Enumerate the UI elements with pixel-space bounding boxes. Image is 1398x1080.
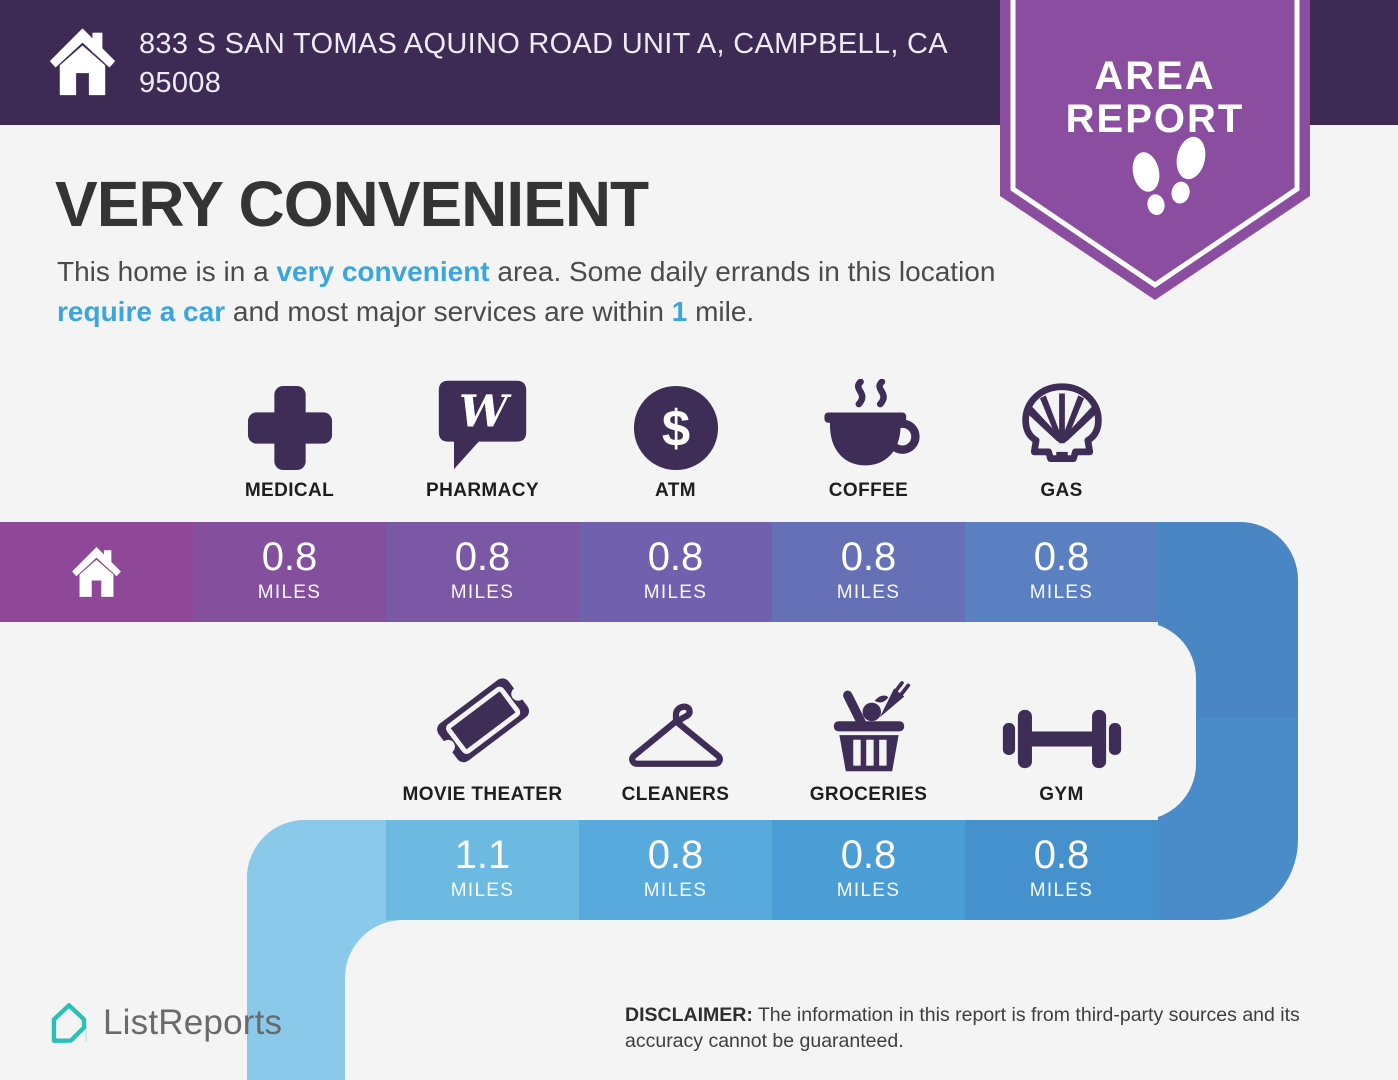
distance-value: 0.8 — [454, 535, 511, 579]
distance-unit: MILES — [1029, 880, 1094, 901]
dumbbell-icon — [1002, 709, 1121, 769]
area-report-badge: AREA REPORT — [1000, 0, 1310, 300]
house-icon — [49, 28, 116, 96]
desc-text: and most major services are within — [225, 295, 672, 327]
distance-band-row2: 1.1 MILES 0.8 MILES 0.8 MILES 0.8 MILES — [247, 820, 1158, 920]
desc-highlight-require-a-car: require a car — [57, 295, 226, 327]
house-icon — [72, 546, 121, 597]
distance-unit: MILES — [643, 582, 708, 603]
category-label: GAS — [1040, 480, 1083, 501]
hanger-icon — [628, 703, 723, 767]
distance-unit: MILES — [450, 582, 515, 603]
badge-inner-border — [1010, 0, 1300, 289]
disclaimer-text: The information in this report is from t… — [625, 1004, 1300, 1052]
category-label: GYM — [1039, 784, 1084, 805]
property-address: 833 S SAN TOMAS AQUINO ROAD UNIT A, CAMP… — [139, 25, 999, 102]
band-inner-corner-cut — [345, 920, 403, 978]
page-title: VERY CONVENIENT — [55, 168, 649, 240]
band-inner-corner — [345, 920, 403, 978]
distance-cell-groceries: 0.8 MILES — [772, 820, 965, 920]
home-cell — [0, 522, 193, 622]
shell-icon — [1021, 383, 1102, 462]
category-atm: $ ATM — [579, 376, 772, 502]
medical-cross-icon — [247, 385, 332, 471]
footprints-icon — [1132, 136, 1206, 216]
category-cleaners: CLEANERS — [579, 660, 772, 806]
distance-cell-movie-theater: 1.1 MILES — [386, 820, 579, 920]
coffee-cup-icon — [823, 379, 920, 466]
listreports-logo: ListReports — [46, 998, 282, 1048]
badge-line1: AREA — [1094, 54, 1215, 98]
walgreens-w-glyph: W — [459, 386, 512, 437]
category-label: GROCERIES — [809, 784, 928, 805]
category-gas: GAS — [965, 376, 1158, 502]
category-label: CLEANERS — [621, 784, 730, 805]
walgreens-icon: W — [438, 380, 527, 470]
distance-cell-gas: 0.8 MILES — [965, 522, 1158, 622]
category-label: MEDICAL — [244, 480, 335, 501]
disclaimer-label: DISCLAIMER: — [625, 1004, 753, 1026]
distance-unit: MILES — [643, 880, 708, 901]
distance-cell-medical: 0.8 MILES — [193, 522, 386, 622]
distance-value: 0.8 — [261, 535, 318, 579]
desc-text: area. Some daily errands in this locatio… — [489, 256, 996, 287]
desc-highlight-very-convenient: very convenient — [276, 256, 490, 287]
badge-line2: REPORT — [1066, 97, 1245, 141]
category-label: COFFEE — [828, 480, 909, 501]
distance-cell-cleaners: 0.8 MILES — [579, 820, 772, 920]
desc-text: This home is in a — [57, 256, 277, 287]
distance-unit: MILES — [450, 880, 515, 901]
distance-value: 1.1 — [454, 833, 511, 877]
listreports-house-icon — [51, 1003, 87, 1044]
category-label: PHARMACY — [426, 480, 539, 501]
distance-cell-gym: 0.8 MILES — [965, 820, 1158, 920]
distance-cell-coffee: 0.8 MILES — [772, 522, 965, 622]
distance-unit: MILES — [1029, 582, 1094, 603]
convenience-description: This home is in a very convenient area. … — [57, 252, 1002, 332]
dollar-glyph: $ — [661, 400, 689, 457]
dollar-circle-icon: $ — [633, 385, 718, 471]
desc-text: mile. — [687, 295, 755, 327]
category-gym: GYM — [965, 660, 1158, 806]
category-movie-theater: MOVIE THEATER — [386, 660, 579, 806]
category-medical: MEDICAL — [193, 376, 386, 502]
address-line1: 833 S SAN TOMAS AQUINO ROAD UNIT A, CAMP… — [139, 28, 948, 60]
desc-highlight-one: 1 — [671, 295, 688, 327]
brand-name: ListReports — [103, 1003, 283, 1042]
distance-value: 0.8 — [1033, 833, 1090, 877]
band-inner-whitespace — [0, 622, 1196, 820]
distance-band-row1: 0.8 MILES 0.8 MILES 0.8 MILES 0.8 MILES … — [0, 522, 1158, 622]
distance-unit: MILES — [257, 582, 322, 603]
distance-value: 0.8 — [840, 535, 897, 579]
category-groceries: GROCERIES — [772, 660, 965, 806]
basket-icon — [833, 681, 910, 772]
distance-value: 0.8 — [1033, 535, 1090, 579]
band-lead-cell — [247, 820, 386, 920]
disclaimer: DISCLAIMER: The information in this repo… — [625, 1003, 1373, 1055]
distance-cell-pharmacy: 0.8 MILES — [386, 522, 579, 622]
badge-shape — [1000, 0, 1310, 300]
distance-cell-atm: 0.8 MILES — [579, 522, 772, 622]
ticket-icon — [436, 678, 529, 763]
distance-unit: MILES — [836, 880, 901, 901]
category-label: ATM — [655, 480, 696, 501]
distance-value: 0.8 — [647, 535, 704, 579]
distance-unit: MILES — [836, 582, 901, 603]
category-pharmacy: W PHARMACY — [386, 376, 579, 502]
category-label: MOVIE THEATER — [402, 784, 563, 805]
category-coffee: COFFEE — [772, 376, 965, 502]
distance-value: 0.8 — [647, 833, 704, 877]
address-line2: 95008 — [139, 66, 222, 99]
distance-value: 0.8 — [840, 833, 897, 877]
